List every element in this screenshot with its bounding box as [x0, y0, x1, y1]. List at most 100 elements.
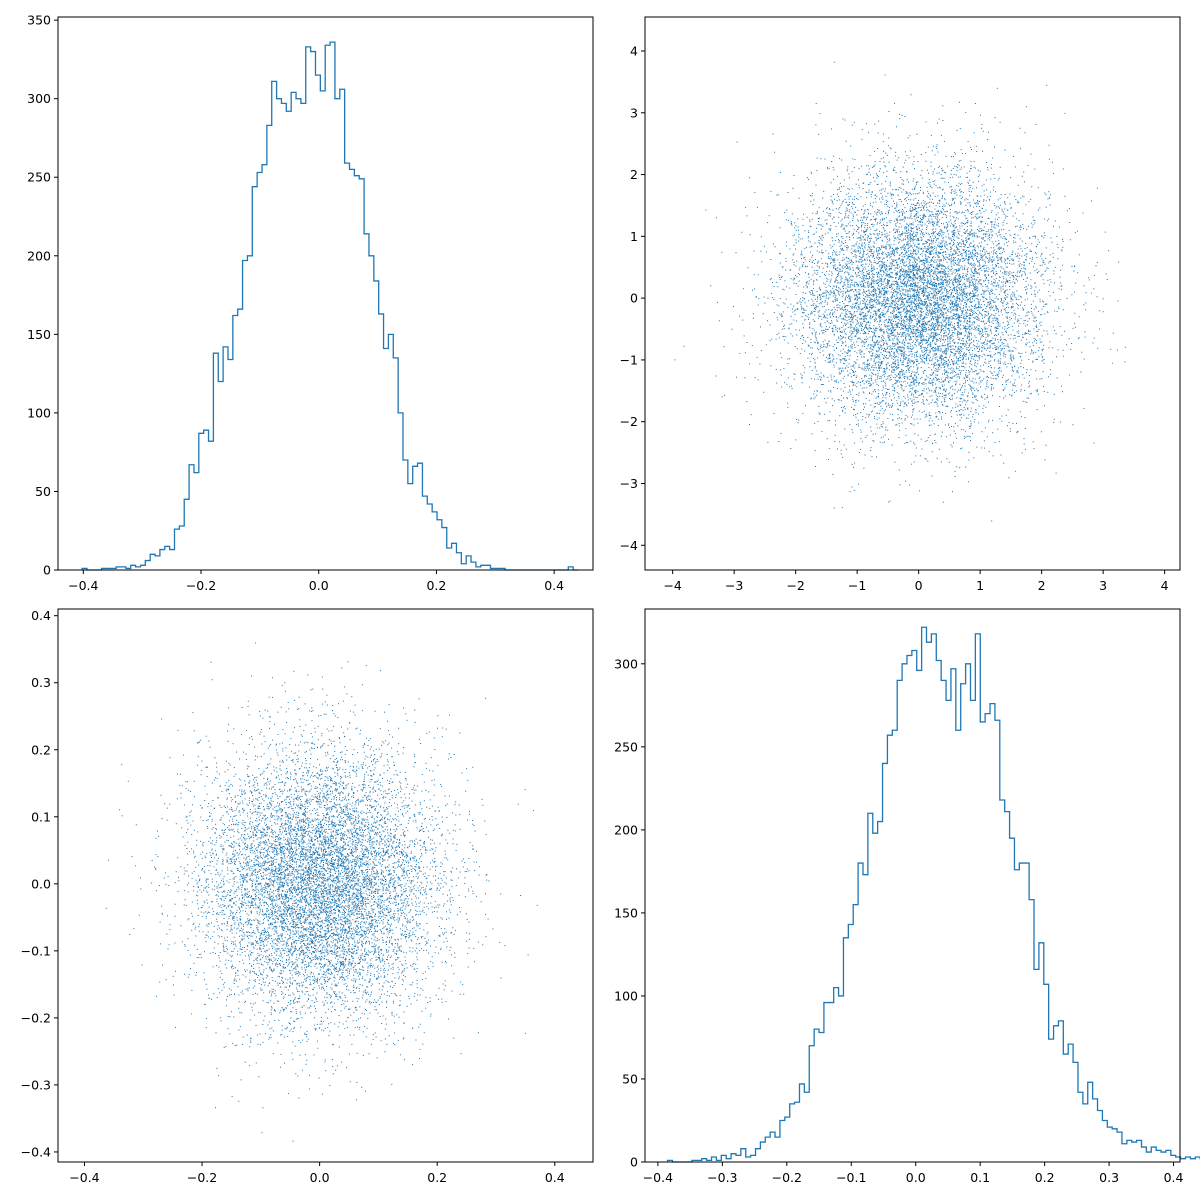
- scatter-point: [971, 350, 973, 351]
- scatter-point: [838, 367, 840, 369]
- scatter-point: [943, 363, 945, 365]
- scatter-point: [924, 316, 926, 318]
- scatter-point: [982, 317, 984, 319]
- scatter-point: [832, 203, 834, 205]
- scatter-point: [842, 377, 844, 379]
- scatter-point: [941, 277, 943, 279]
- scatter-point: [1012, 258, 1014, 260]
- scatter-point: [939, 205, 941, 207]
- scatter-point: [1026, 333, 1027, 334]
- scatter-point: [899, 429, 901, 431]
- scatter-point: [914, 306, 916, 308]
- scatter-point: [936, 172, 938, 174]
- scatter-point: [984, 328, 986, 330]
- scatter-point: [881, 401, 883, 403]
- scatter-point: [1060, 282, 1062, 284]
- scatter-point: [973, 132, 975, 134]
- scatter-point: [860, 286, 862, 288]
- scatter-point: [978, 329, 980, 331]
- scatter-point: [882, 233, 884, 235]
- scatter-point: [825, 233, 826, 235]
- scatter-point: [879, 354, 881, 356]
- scatter-point: [953, 258, 955, 260]
- scatter-point: [946, 226, 948, 228]
- scatter-point: [946, 458, 948, 460]
- scatter-point: [946, 296, 948, 298]
- scatter-point: [769, 324, 771, 326]
- scatter-point: [755, 296, 757, 298]
- scatter-point: [982, 289, 983, 291]
- scatter-point: [921, 336, 922, 338]
- scatter-point: [960, 286, 962, 288]
- scatter-point: [999, 276, 1000, 278]
- scatter-point: [836, 280, 838, 282]
- scatter-point: [1005, 381, 1007, 383]
- scatter-point: [922, 276, 924, 278]
- scatter-point: [1025, 268, 1027, 270]
- scatter-point: [1029, 330, 1031, 332]
- scatter-point: [904, 226, 906, 228]
- scatter-point: [948, 311, 950, 313]
- scatter-point: [915, 276, 917, 278]
- scatter-point: [1071, 266, 1073, 267]
- scatter-point: [990, 388, 992, 390]
- scatter-point: [868, 212, 869, 214]
- scatter-point: [878, 247, 880, 249]
- scatter-point: [937, 220, 939, 222]
- scatter-point: [865, 315, 867, 317]
- scatter-point: [990, 315, 992, 317]
- scatter-point: [941, 322, 943, 324]
- scatter-point: [911, 269, 913, 271]
- scatter-point: [936, 283, 937, 285]
- scatter-point: [1012, 350, 1014, 352]
- scatter-point: [992, 419, 994, 421]
- scatter-point: [875, 173, 877, 175]
- scatter-point: [937, 320, 939, 322]
- scatter-point: [888, 207, 890, 209]
- scatter-point: [983, 264, 985, 266]
- scatter-point: [1029, 237, 1031, 239]
- scatter-point: [978, 350, 980, 352]
- scatter-point: [917, 250, 919, 252]
- scatter-point: [971, 310, 973, 312]
- scatter-point: [967, 238, 969, 240]
- scatter-point: [932, 284, 934, 286]
- scatter-point: [951, 189, 953, 190]
- scatter-point: [965, 369, 967, 371]
- scatter-point: [1066, 298, 1068, 299]
- scatter-point: [923, 362, 925, 363]
- scatter-point: [958, 356, 960, 358]
- scatter-point: [946, 315, 948, 316]
- scatter-point: [998, 371, 1000, 373]
- scatter-point: [935, 247, 937, 249]
- scatter-point: [831, 291, 833, 293]
- scatter-point: [941, 364, 943, 366]
- scatter-point: [985, 277, 987, 279]
- scatter-point: [813, 307, 815, 309]
- scatter-point: [845, 271, 847, 273]
- scatter-point: [901, 211, 903, 213]
- scatter-point: [908, 217, 910, 219]
- scatter-point: [973, 305, 975, 307]
- scatter-point: [787, 363, 789, 364]
- scatter-point: [912, 207, 913, 209]
- scatter-point: [909, 320, 910, 322]
- scatter-point: [880, 340, 882, 342]
- scatter-point: [1020, 197, 1022, 199]
- scatter-point: [861, 273, 863, 275]
- scatter-point: [921, 202, 922, 204]
- scatter-point: [954, 239, 956, 241]
- scatter-point: [1017, 248, 1019, 250]
- scatter-point: [911, 373, 912, 375]
- scatter-point: [997, 374, 999, 376]
- scatter-point: [929, 299, 931, 301]
- scatter-point: [951, 324, 953, 326]
- scatter-point: [919, 354, 921, 356]
- x-tick-label: 0.2: [426, 578, 446, 593]
- scatter-point: [1010, 177, 1012, 179]
- scatter-point: [779, 298, 781, 300]
- scatter-point: [1002, 384, 1003, 385]
- scatter-point: [918, 192, 920, 194]
- scatter-point: [1002, 305, 1004, 307]
- scatter-point: [876, 361, 878, 363]
